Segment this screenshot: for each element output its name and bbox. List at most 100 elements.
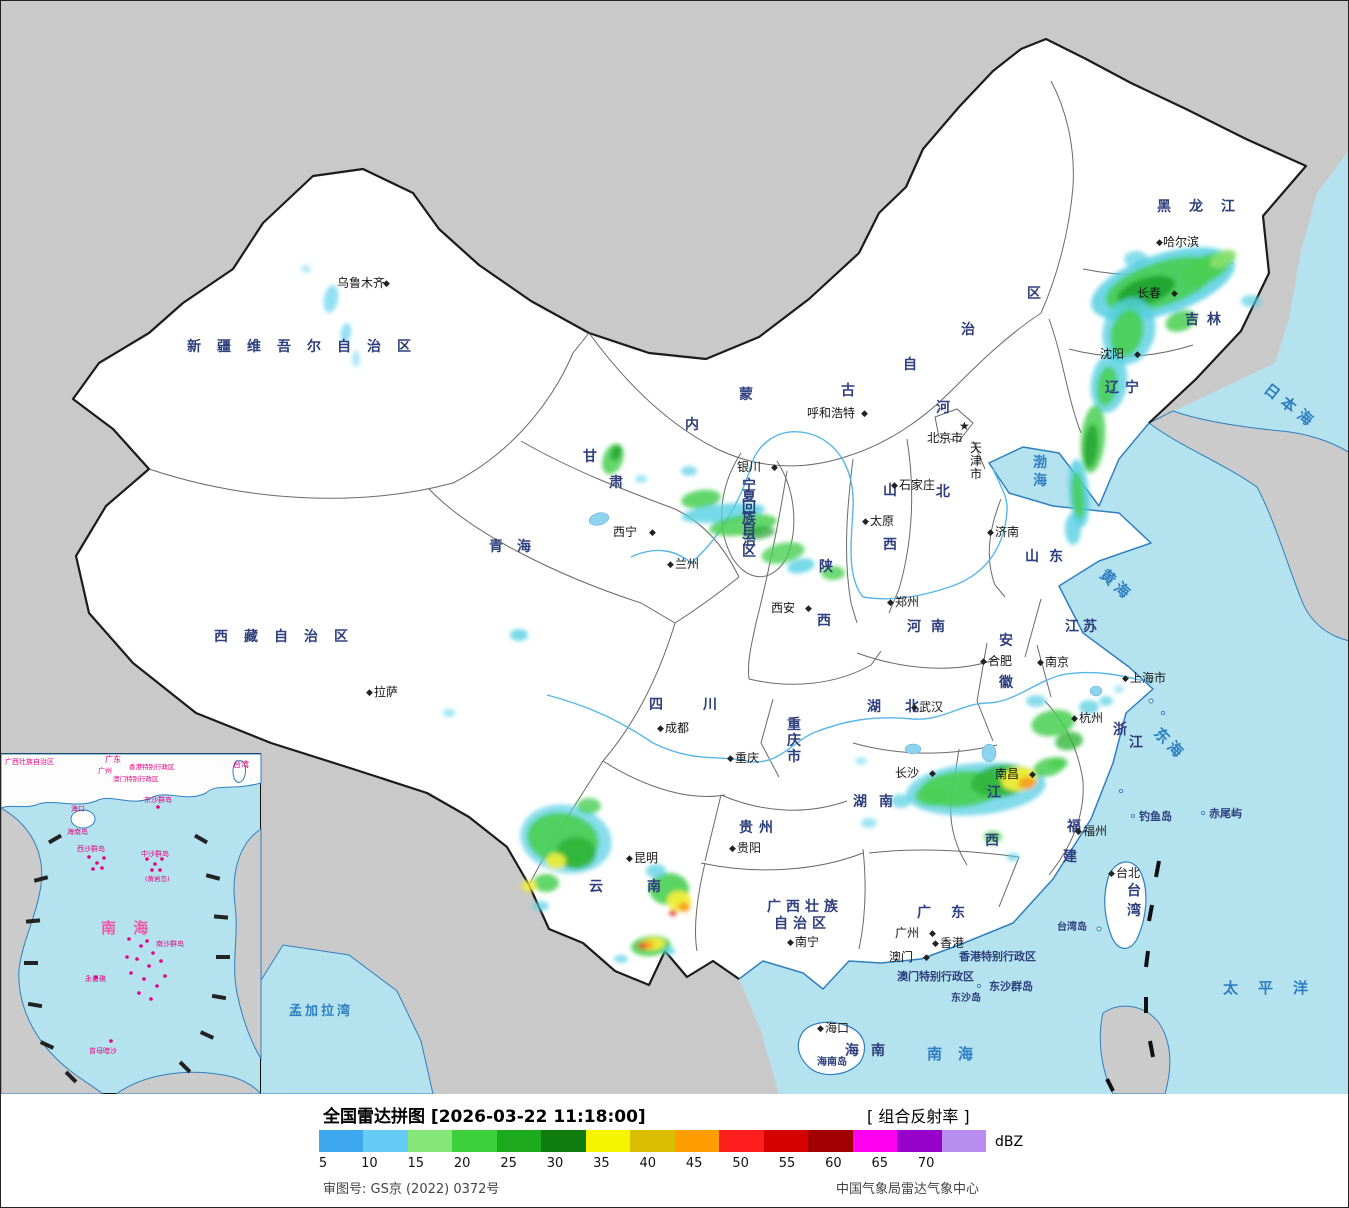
nine-dash-segment: [39, 1040, 55, 1050]
city-marker-icon: ◆: [1037, 658, 1044, 668]
province-label: 宁: [742, 477, 756, 494]
city-marker-icon: ◆: [1108, 869, 1115, 879]
inset-label: 永暑礁: [85, 974, 106, 983]
map-label: 海南岛: [817, 1055, 847, 1068]
island-dot: [160, 857, 164, 861]
legend-color-segment: [585, 1130, 631, 1152]
legend-tick: 50: [732, 1156, 749, 1171]
inset-label: 西沙群岛: [77, 844, 105, 853]
legend-tick: 65: [871, 1156, 889, 1171]
city-marker-icon: ◆: [805, 604, 812, 614]
capital-star-icon: ★: [959, 419, 970, 433]
island-dot: [94, 975, 98, 979]
province-label: 区: [742, 544, 756, 560]
nine-dash-segment: [178, 1060, 192, 1074]
island-dot: [153, 862, 157, 866]
radar-echo: [510, 629, 528, 641]
province-label: 自治区: [774, 915, 831, 932]
inset-label: 香港特别行政区: [129, 762, 175, 771]
island-dot: [163, 974, 167, 978]
radar-echo: [521, 880, 537, 892]
inset-hainan: [70, 809, 96, 829]
province-label: 广西壮族: [767, 898, 843, 915]
radar-echo: [743, 526, 775, 540]
nine-dash-segment: [24, 961, 38, 965]
nine-dash-segment: [33, 875, 49, 883]
product-label: [ 组合反射率 ]: [867, 1107, 970, 1126]
province-label: 新疆维吾尔自治区: [187, 338, 427, 355]
inset-label: 海南岛: [67, 827, 88, 836]
city-marker-icon: ◆: [980, 657, 987, 667]
map-title: 全国雷达拼图 [2026-03-22 11:18:00]: [323, 1107, 646, 1127]
island-dot: [87, 855, 91, 859]
nine-dash-segment: [47, 833, 63, 845]
legend-tick: 35: [593, 1156, 610, 1171]
city-label: 合肥: [988, 653, 1012, 668]
province-label: 蒙: [739, 386, 753, 403]
taiwan-island: [1104, 861, 1147, 949]
city-marker-icon: ◆: [649, 528, 656, 538]
city-label: 哈尔滨: [1163, 234, 1199, 249]
city-marker-icon: ◆: [891, 481, 898, 491]
island-dot: [151, 951, 155, 955]
province-label: 福: [1066, 818, 1081, 835]
legend-color-segment: [363, 1130, 408, 1152]
map-label: 赤尾屿: [1209, 806, 1242, 820]
radar-echo: [787, 558, 815, 574]
legend-tick: 15: [407, 1156, 425, 1171]
map-label: 香港特别行政区: [958, 949, 1036, 963]
city-label: 天: [970, 441, 982, 455]
city-label: 贵阳: [737, 841, 761, 855]
city-label: 上海市: [1130, 670, 1166, 685]
map-label: 东沙群岛: [989, 979, 1033, 993]
inset-label: 海口: [71, 804, 85, 813]
island-dot: [155, 984, 159, 988]
city-label: 西宁: [613, 524, 637, 539]
province-label: 浙: [1113, 721, 1127, 738]
legend-color-segment: [763, 1130, 809, 1152]
city-label: 西安: [771, 600, 795, 615]
city-label: 香港: [940, 936, 964, 950]
nine-dash-segment: [213, 914, 229, 920]
city-label: 福州: [1083, 823, 1107, 838]
city-marker-icon: ◆: [1029, 770, 1036, 780]
radar-echo: [855, 757, 867, 765]
legend-color-segment: [541, 1130, 586, 1152]
province-label: 青海: [489, 538, 545, 555]
radar-echo: [1031, 709, 1075, 737]
legend-color-segment: [407, 1130, 453, 1152]
province-label: 自: [742, 521, 756, 538]
island-dot: [102, 856, 106, 860]
province-label: 山东: [1025, 548, 1073, 565]
radar-echo: [577, 798, 601, 814]
radar-echo: [546, 853, 566, 869]
island-dot: [158, 868, 162, 872]
province-label: 北: [936, 484, 950, 500]
nine-dash-segment: [25, 918, 41, 924]
city-marker-icon: ◆: [929, 769, 936, 779]
legend-area: 全国雷达拼图 [2026-03-22 11:18:00] [ 组合反射率 ] d…: [1, 1094, 1348, 1207]
city-marker-icon: ◆: [1075, 827, 1082, 837]
small-islands: [977, 698, 1205, 988]
coastline: [738, 422, 1154, 990]
radar-echo: [1099, 696, 1113, 706]
province-label: 吉林: [1185, 311, 1229, 328]
hainan-island: [797, 1021, 866, 1076]
radar-echo: [301, 265, 311, 273]
radar-echo: [533, 901, 549, 911]
radar-echo: [663, 947, 675, 955]
legend-color-segment: [452, 1130, 497, 1152]
map-label: 台湾岛: [1057, 920, 1087, 933]
city-marker-icon: ◆: [626, 854, 633, 864]
province-label: 江: [1129, 734, 1143, 751]
city-label: 长春: [1137, 286, 1161, 300]
province-label: 西: [883, 537, 897, 553]
qinghai-lake: [588, 512, 610, 526]
korea-peninsula: [1148, 410, 1348, 642]
radar-echo: [1018, 776, 1036, 790]
legend-unit: dBZ: [995, 1134, 1024, 1150]
legend-tick: 60: [825, 1156, 842, 1171]
city-label: 南京: [1045, 654, 1069, 669]
legend-color-segment: [496, 1130, 542, 1152]
